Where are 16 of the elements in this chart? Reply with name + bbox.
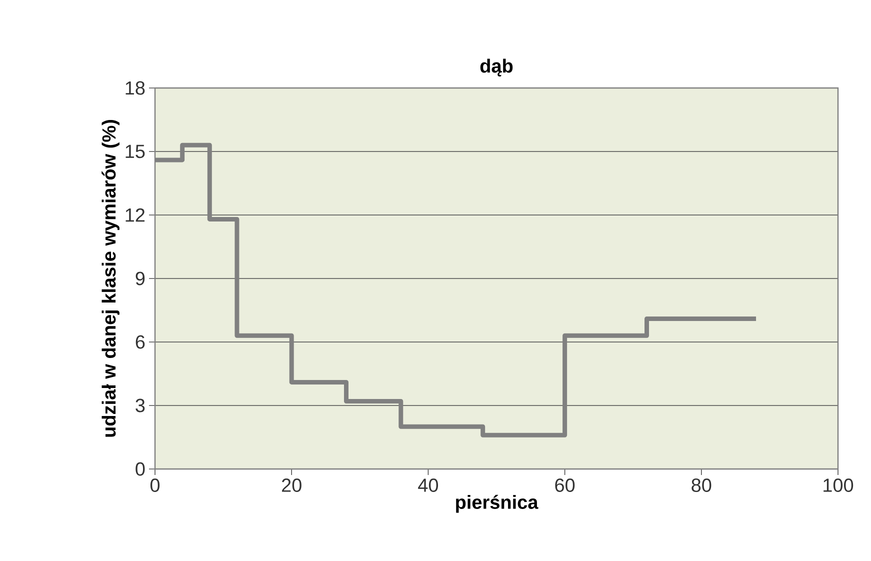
x-tick-label: 80 xyxy=(692,478,712,492)
x-tick-label: 0 xyxy=(150,478,160,492)
y-tick-label: 15 xyxy=(126,144,145,158)
x-axis-title: pierśnica xyxy=(456,494,538,513)
y-tick-label: 0 xyxy=(136,462,145,476)
y-tick-label: 3 xyxy=(136,398,145,412)
x-tick-label: 60 xyxy=(555,478,575,492)
y-tick-label: 9 xyxy=(136,272,145,286)
y-tick-label: 12 xyxy=(126,208,145,222)
chart-title: dąb xyxy=(480,58,513,76)
x-tick-label: 100 xyxy=(824,478,854,492)
y-tick-label: 18 xyxy=(126,81,145,95)
x-tick-label: 40 xyxy=(418,478,438,492)
y-tick-label: 6 xyxy=(136,335,145,349)
y-axis-title: udział w danej klasie wymiarów (%) xyxy=(102,120,120,437)
x-tick-label: 20 xyxy=(282,478,302,492)
